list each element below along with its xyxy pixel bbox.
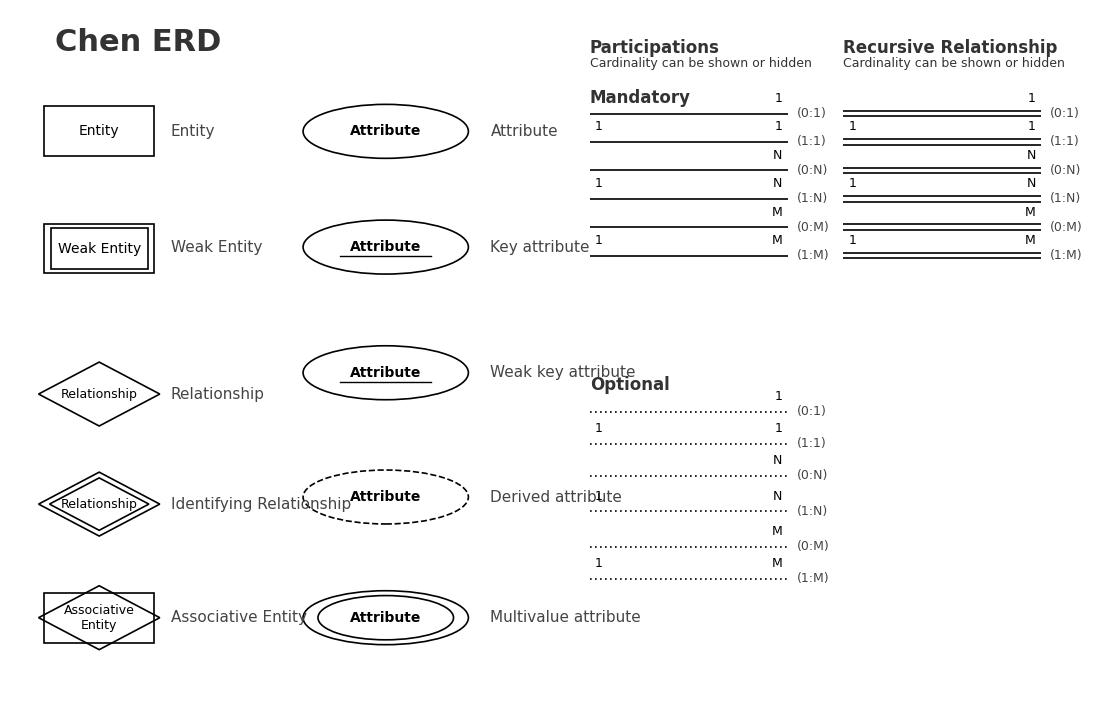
Text: Entity: Entity (78, 124, 120, 138)
Text: M: M (772, 234, 783, 247)
Text: (0:N): (0:N) (796, 164, 828, 177)
Text: (0:N): (0:N) (1051, 164, 1082, 177)
Text: (1:N): (1:N) (796, 192, 828, 205)
Text: Recursive Relationship: Recursive Relationship (843, 39, 1057, 57)
Text: Attribute: Attribute (491, 124, 558, 139)
Text: (1:M): (1:M) (796, 249, 830, 262)
Text: 1: 1 (595, 490, 603, 503)
Text: Relationship: Relationship (60, 498, 138, 510)
Text: Chen ERD: Chen ERD (55, 28, 222, 58)
Text: Attribute: Attribute (351, 240, 421, 254)
Text: N: N (773, 178, 783, 190)
Text: 1: 1 (595, 422, 603, 435)
Text: (1:M): (1:M) (1051, 249, 1083, 262)
Text: M: M (1025, 206, 1036, 219)
Text: Identifying Relationship: Identifying Relationship (171, 496, 351, 512)
Text: Relationship: Relationship (60, 388, 138, 400)
Text: 1: 1 (775, 121, 783, 133)
Bar (44, 106, 155, 156)
Text: N: N (773, 454, 783, 467)
Text: 1: 1 (775, 422, 783, 435)
Text: Attribute: Attribute (351, 611, 421, 625)
Text: M: M (772, 557, 783, 570)
Text: Attribute: Attribute (351, 124, 421, 138)
Text: 1: 1 (1028, 121, 1036, 133)
Text: M: M (1025, 234, 1036, 247)
Text: Weak key attribute: Weak key attribute (491, 365, 636, 381)
Text: Cardinality can be shown or hidden: Cardinality can be shown or hidden (843, 57, 1065, 70)
Text: 1: 1 (849, 234, 857, 247)
Text: (1:N): (1:N) (796, 505, 828, 518)
Text: N: N (1027, 178, 1036, 190)
Text: Weak Entity: Weak Entity (171, 239, 262, 255)
Text: Entity: Entity (171, 124, 215, 139)
Text: Participations: Participations (589, 39, 719, 57)
Text: 1: 1 (1028, 92, 1036, 105)
Text: Associative
Entity: Associative Entity (64, 604, 134, 632)
Text: 1: 1 (595, 178, 603, 190)
Text: Attribute: Attribute (351, 366, 421, 380)
Text: 1: 1 (595, 121, 603, 133)
Text: Mandatory: Mandatory (589, 89, 691, 106)
Text: (0:1): (0:1) (796, 107, 827, 120)
Text: (1:1): (1:1) (1051, 136, 1080, 148)
Text: 1: 1 (595, 234, 603, 247)
Text: N: N (773, 490, 783, 503)
Text: Relationship: Relationship (171, 386, 264, 402)
Text: 1: 1 (775, 92, 783, 105)
Text: Associative Entity: Associative Entity (171, 610, 307, 626)
Text: 1: 1 (849, 121, 857, 133)
Text: Derived attribute: Derived attribute (491, 489, 623, 505)
Text: M: M (772, 206, 783, 219)
Text: (0:1): (0:1) (1051, 107, 1080, 120)
Text: Key attribute: Key attribute (491, 239, 590, 255)
Text: N: N (1027, 149, 1036, 162)
Text: (0:M): (0:M) (796, 540, 830, 553)
Text: M: M (772, 525, 783, 538)
Text: 1: 1 (595, 557, 603, 570)
Text: 1: 1 (775, 391, 783, 403)
Text: Optional: Optional (589, 376, 670, 394)
Text: Cardinality can be shown or hidden: Cardinality can be shown or hidden (589, 57, 812, 70)
Text: Multivalue attribute: Multivalue attribute (491, 610, 641, 626)
Text: (1:N): (1:N) (1051, 192, 1082, 205)
Text: (1:M): (1:M) (796, 572, 830, 585)
Text: (0:M): (0:M) (796, 221, 830, 234)
Bar (44, 593, 155, 643)
Text: (1:1): (1:1) (796, 136, 827, 148)
Bar (44, 224, 155, 273)
Text: Attribute: Attribute (351, 490, 421, 504)
Text: (0:N): (0:N) (796, 469, 828, 482)
Text: 1: 1 (849, 178, 857, 190)
Text: (0:1): (0:1) (796, 405, 827, 418)
Text: (1:1): (1:1) (796, 437, 827, 450)
Bar (50, 228, 148, 269)
Text: Weak Entity: Weak Entity (57, 241, 141, 256)
Text: N: N (773, 149, 783, 162)
Text: (0:M): (0:M) (1051, 221, 1083, 234)
